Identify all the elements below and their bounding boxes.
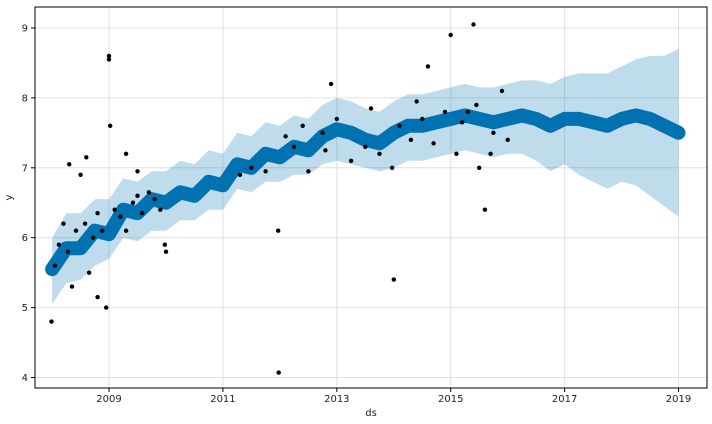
x-tick-label: 2017 [552,394,577,405]
observed-point [377,151,382,156]
observed-point [431,141,436,146]
observed-point [163,249,169,254]
observed-point [499,88,505,94]
observed-point [334,116,339,122]
y-tick-label: 6 [22,233,28,244]
observed-point [391,277,396,282]
observed-point [130,200,136,205]
observed-point [86,270,92,275]
observed-point [65,249,71,254]
observed-point [135,169,140,174]
observed-point [78,172,83,177]
observed-point [82,221,88,226]
observed-point [425,64,431,69]
observed-point [49,319,54,324]
observed-point [488,151,493,156]
observed-point [84,155,89,160]
observed-point [139,211,145,216]
observed-point [459,120,465,125]
observed-point [389,165,395,170]
observed-point [323,148,328,153]
observed-point [397,123,402,128]
observed-point [328,81,334,87]
y-axis-ticks: 4 5 6 7 8 9 [22,23,35,384]
observed-point [306,169,311,174]
x-tick-label: 2015 [438,394,463,405]
observed-point [465,109,470,115]
x-tick-label: 2013 [324,394,349,405]
observed-point [118,214,123,219]
observed-point [363,144,368,149]
observed-point [477,165,482,170]
observed-point [454,151,459,156]
observed-point [95,211,100,216]
observed-point [420,116,425,122]
observed-points [49,22,510,375]
observed-point [104,305,109,310]
observed-point [112,207,117,212]
observed-point [276,370,281,375]
observed-point [482,207,488,212]
observed-point [300,123,305,128]
observed-point [263,169,268,174]
observed-point [100,228,105,233]
observed-point [474,102,479,108]
y-axis-title: y [4,194,15,200]
grid-lines [35,7,707,388]
observed-point [276,228,281,233]
observed-point [123,151,129,156]
observed-point [491,130,496,135]
y-tick-label: 7 [22,163,28,174]
observed-point [95,294,100,300]
observed-point [108,123,113,128]
observed-point [505,137,510,142]
y-tick-label: 8 [22,93,28,104]
observed-point [237,172,243,177]
observed-point [90,235,96,240]
observed-point [73,228,79,233]
observed-point [158,207,163,212]
x-tick-label: 2019 [666,394,691,405]
observed-point [61,221,66,226]
observed-point [442,109,448,115]
y-tick-label: 5 [22,303,28,314]
observed-point [249,165,254,170]
x-axis-title: ds [365,408,377,419]
observed-point [408,137,414,142]
observed-point [152,197,157,202]
observed-point [448,32,453,38]
plot-frame [34,6,708,389]
x-tick-label: 2011 [210,394,235,405]
y-tick-label: 4 [22,373,28,384]
observed-point [291,144,297,149]
observed-point [69,284,75,289]
observed-point [123,228,129,233]
observed-point [283,134,288,139]
observed-point [348,158,354,163]
observed-point [56,242,62,247]
observed-point [52,263,58,268]
observed-point [106,57,112,62]
observed-point [320,130,325,135]
x-tick-label: 2009 [96,394,121,405]
observed-point [368,106,374,111]
x-axis-ticks: 2009 2011 2013 2015 2017 2019 [96,388,691,405]
observed-point [162,242,167,247]
observed-point [146,190,152,195]
observed-point [471,22,476,27]
y-tick-label: 9 [22,23,28,34]
observed-point [67,162,72,167]
forecast-series [45,108,686,277]
forecast-line [45,108,686,277]
observed-point [106,53,112,59]
observed-point [135,193,140,198]
observed-point [414,99,419,104]
